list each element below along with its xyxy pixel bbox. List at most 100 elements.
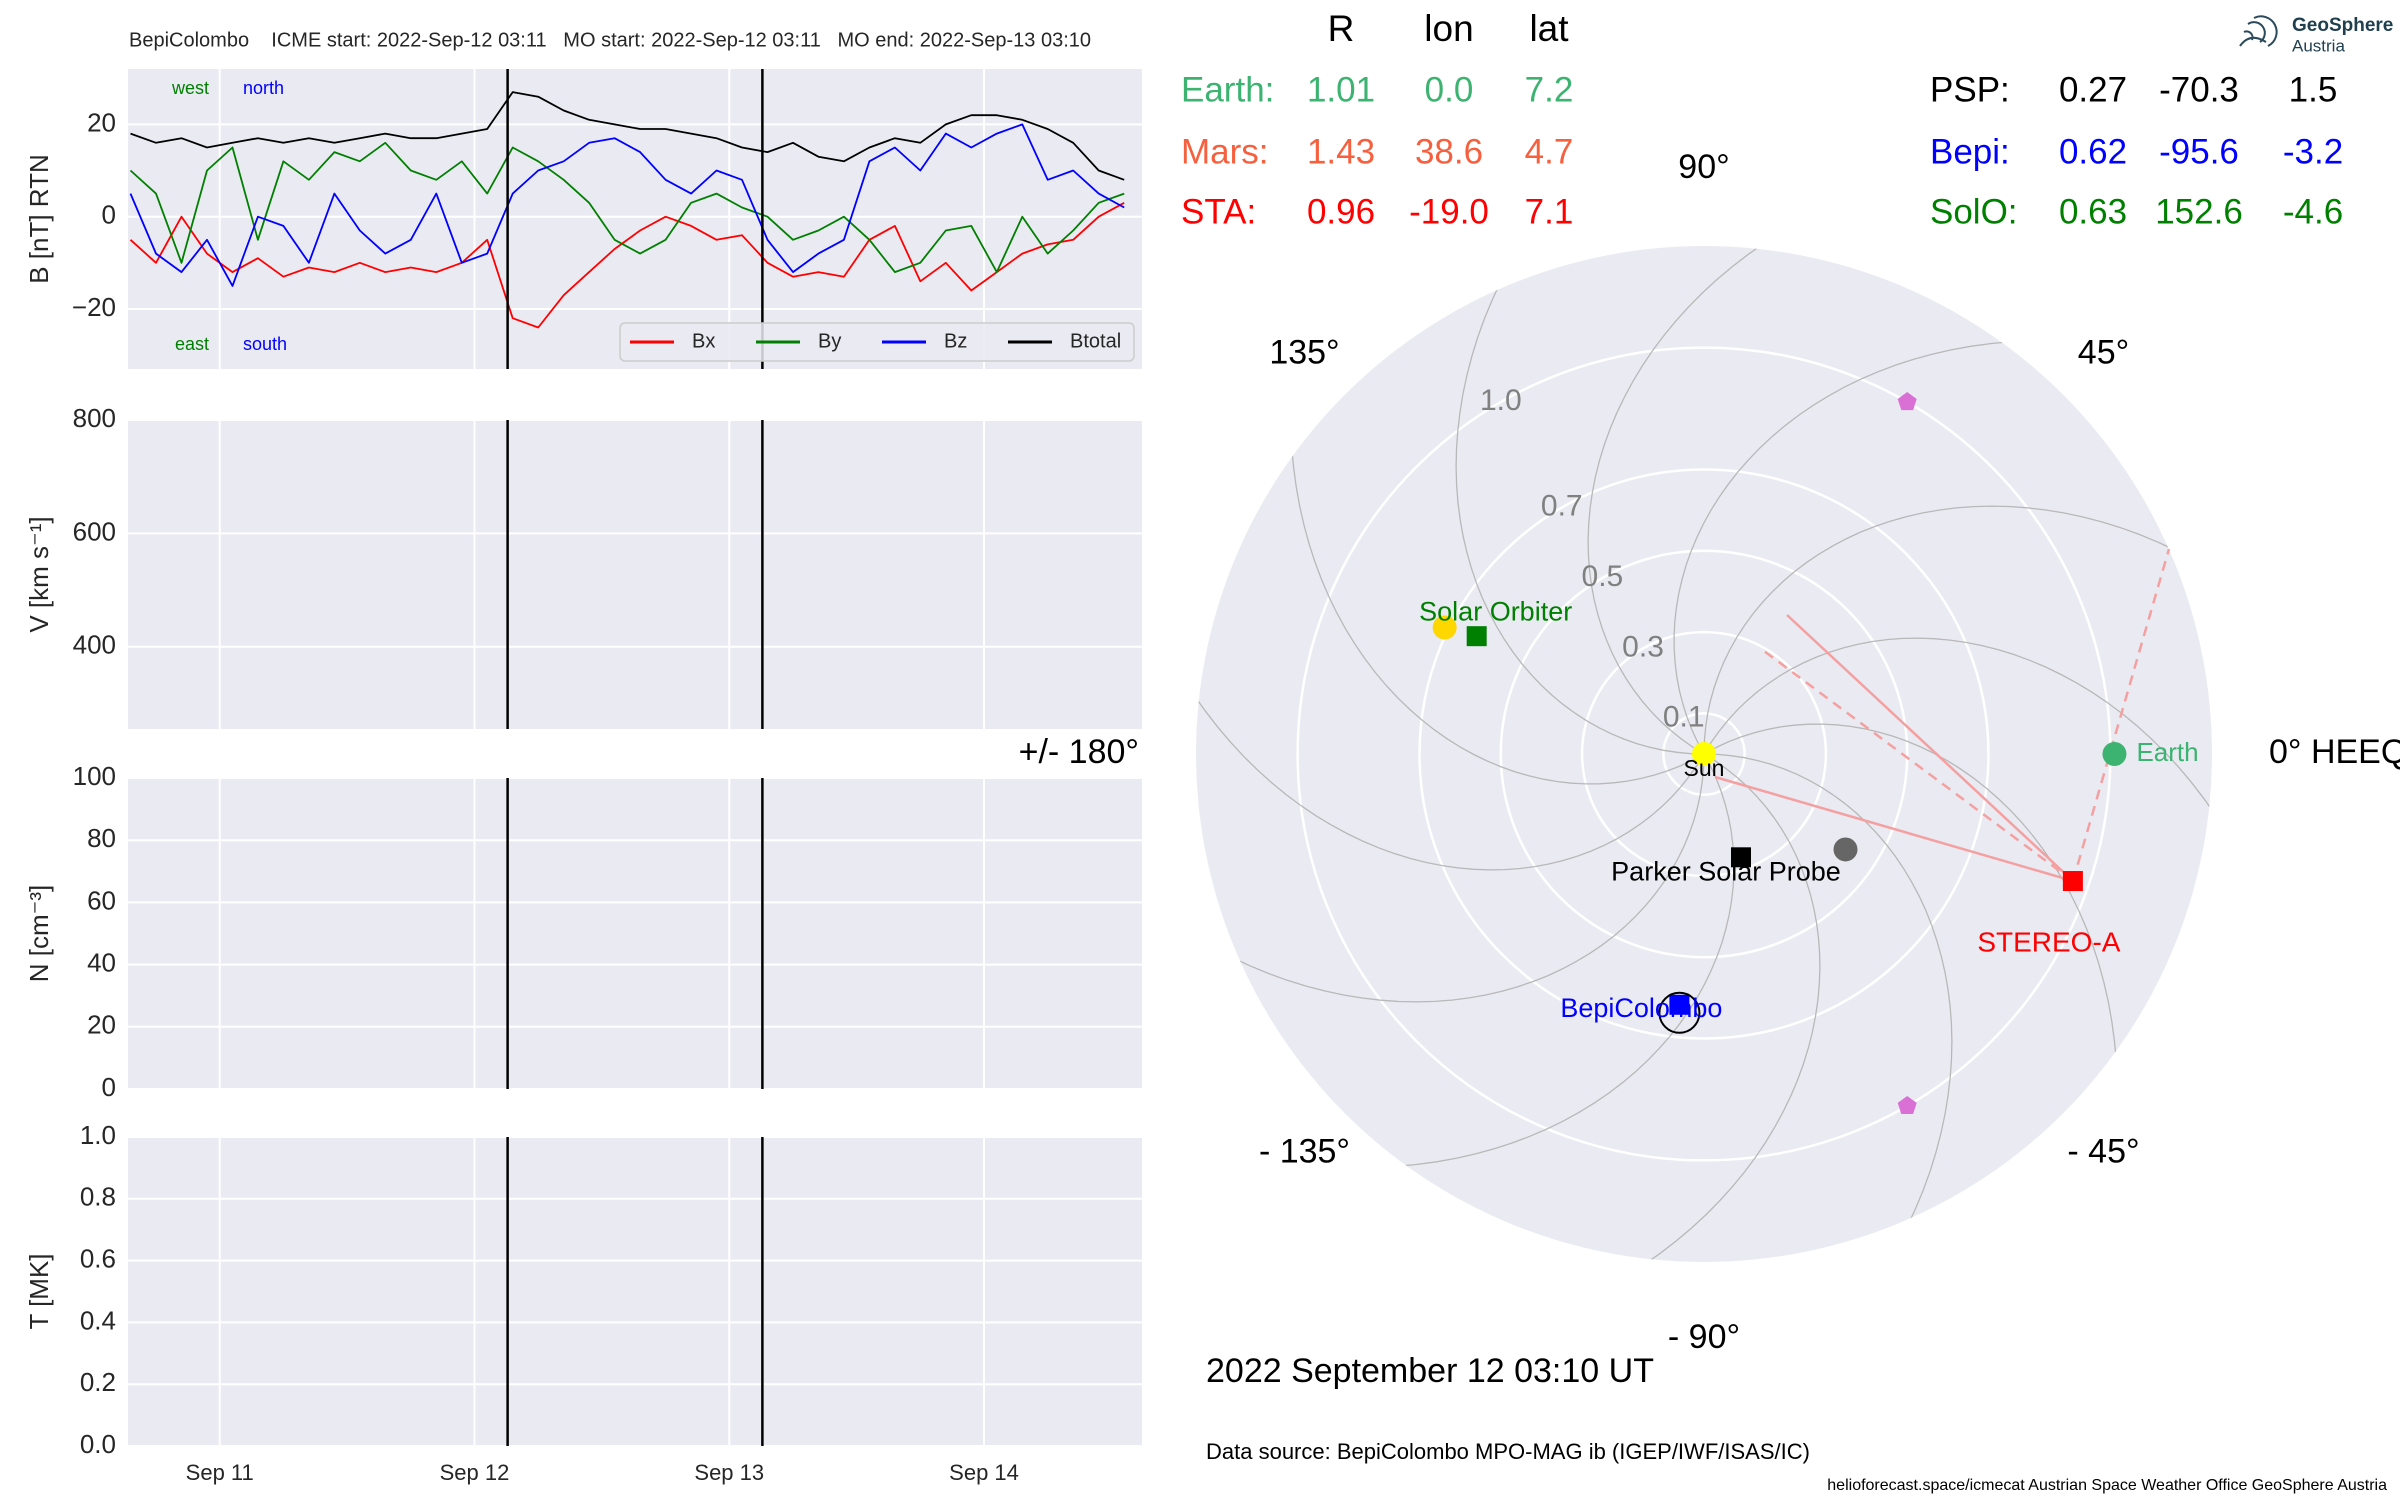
plot-area: [128, 69, 1142, 369]
body-label: STEREO-A: [1977, 926, 2120, 957]
y-tick-label: 20: [87, 107, 116, 137]
series-line: [129, 123, 1125, 287]
y-tick-label: 0: [102, 1072, 116, 1102]
theta-tick-label: +/- 180°: [1019, 733, 1139, 771]
y-tick-label: 40: [87, 947, 116, 977]
annotation: west: [171, 78, 209, 98]
y-tick-label: 0.6: [80, 1243, 116, 1273]
r-tick-label: 0.1: [1663, 701, 1705, 734]
table-cell: 0.63: [2059, 192, 2127, 231]
body-label: Earth: [2136, 737, 2198, 767]
body-marker: [2102, 742, 2127, 766]
annotation: east: [175, 334, 209, 354]
table-cell: 7.2: [1525, 70, 1574, 109]
logo: GeoSphere Austria: [2239, 15, 2393, 55]
body-label: Sun: [1684, 755, 1725, 781]
table-cell: 0.96: [1307, 192, 1375, 231]
parker-spiral: [1487, 753, 1953, 1262]
theta-tick-label: 90°: [1678, 148, 1729, 186]
y-tick-label: 600: [73, 516, 116, 546]
data-source: Data source: BepiColombo MPO-MAG ib (IGE…: [1206, 1439, 1810, 1464]
theta-tick-label: 135°: [1269, 333, 1339, 371]
series-line: [129, 202, 1125, 329]
theta-tick-label: 0° HEEQ: [2269, 733, 2400, 771]
table-cell: -70.3: [2159, 70, 2239, 109]
table-cell: -19.0: [1409, 192, 1489, 231]
y-tick-label: 100: [73, 761, 116, 791]
r-tick-label: 0.3: [1622, 630, 1664, 663]
r-grid-circle: [1499, 549, 1909, 959]
annotation: north: [243, 78, 284, 98]
table-cell: 0.62: [2059, 132, 2127, 171]
table-cell: 4.7: [1525, 132, 1574, 171]
body-marker: [1897, 1096, 1917, 1114]
fov-line-dashed: [2071, 548, 2171, 882]
legend-label: Bx: [692, 330, 715, 352]
parker-spiral: [1587, 246, 2212, 755]
y-axis-label: B [nT] RTN: [24, 154, 54, 284]
table-header: lon: [1424, 8, 1473, 49]
body-marker: [1692, 742, 1716, 766]
table-row-name: PSP:: [1930, 70, 2010, 109]
table-row-name: Bepi:: [1930, 132, 2010, 171]
y-tick-label: 0.2: [80, 1367, 116, 1397]
parker-spiral: [1196, 753, 1735, 1169]
body-marker: [1432, 615, 1457, 640]
x-tick-label: Sep 14: [949, 1460, 1019, 1485]
x-tick-label: Sep 12: [440, 1460, 510, 1485]
table-cell: 0.0: [1425, 70, 1474, 109]
table-cell: -95.6: [2159, 132, 2239, 171]
r-tick-label: 1.0: [1480, 384, 1522, 417]
r-tick-label: 0.5: [1582, 560, 1624, 593]
plot-area: [128, 778, 1142, 1089]
parker-spirals: [1196, 246, 2212, 1262]
table-cell: 0.27: [2059, 70, 2127, 109]
table-cell: 152.6: [2155, 192, 2243, 231]
y-tick-label: 0.8: [80, 1182, 116, 1212]
body-marker: [2062, 871, 2083, 892]
theta-tick-label: - 135°: [1259, 1132, 1350, 1170]
x-tick-label: Sep 11: [186, 1460, 254, 1485]
y-tick-label: 400: [73, 630, 116, 660]
plot-area: [128, 420, 1142, 729]
y-tick-label: 1.0: [80, 1120, 116, 1150]
table-row-name: SolO:: [1930, 192, 2018, 231]
body-label: Parker Solar Probe: [1611, 856, 1841, 886]
legend-label: Btotal: [1070, 330, 1121, 352]
parker-spiral: [1196, 753, 1821, 1262]
y-tick-label: −20: [72, 292, 116, 322]
y-tick-label: 80: [87, 823, 116, 853]
body-label: BepiColombo: [1560, 993, 1722, 1023]
r-grid-circle: [1662, 712, 1746, 796]
series-line: [129, 141, 1125, 273]
x-tick-label: Sep 13: [694, 1460, 764, 1485]
parker-spiral: [1703, 505, 2212, 971]
r-grid-circle: [1580, 630, 1828, 878]
legend-box: [619, 322, 1135, 362]
body-ring: [1658, 991, 1701, 1034]
r-grid-circle: [1418, 468, 1990, 1040]
footer: helioforecast.space/icmecat Austrian Spa…: [1827, 1477, 2387, 1494]
body-label: Solar Orbiter: [1419, 596, 1572, 626]
table-cell: 38.6: [1415, 132, 1483, 171]
parker-spiral: [1703, 723, 2119, 1262]
table-cell: -3.2: [2283, 132, 2343, 171]
body-marker: [1730, 847, 1751, 868]
parker-spiral: [1703, 637, 2212, 1262]
legend-label: By: [818, 330, 841, 352]
theta-tick-label: 45°: [2078, 333, 2129, 371]
body-marker: [1669, 994, 1690, 1015]
body-marker: [1897, 392, 1917, 411]
y-tick-label: 0: [102, 200, 116, 230]
parker-spiral: [1196, 246, 1705, 871]
parker-spiral: [1196, 537, 1705, 1003]
y-tick-label: 60: [87, 885, 116, 915]
table-cell: 1.01: [1307, 70, 1375, 109]
y-axis-label: T [MK]: [24, 1253, 54, 1329]
parker-spiral: [1289, 246, 1705, 785]
logo-icon: [2239, 15, 2278, 47]
y-tick-label: 800: [73, 403, 116, 433]
table-header: R: [1328, 8, 1355, 49]
legend-label: Bz: [944, 330, 967, 352]
logo-sub: Austria: [2292, 36, 2345, 55]
